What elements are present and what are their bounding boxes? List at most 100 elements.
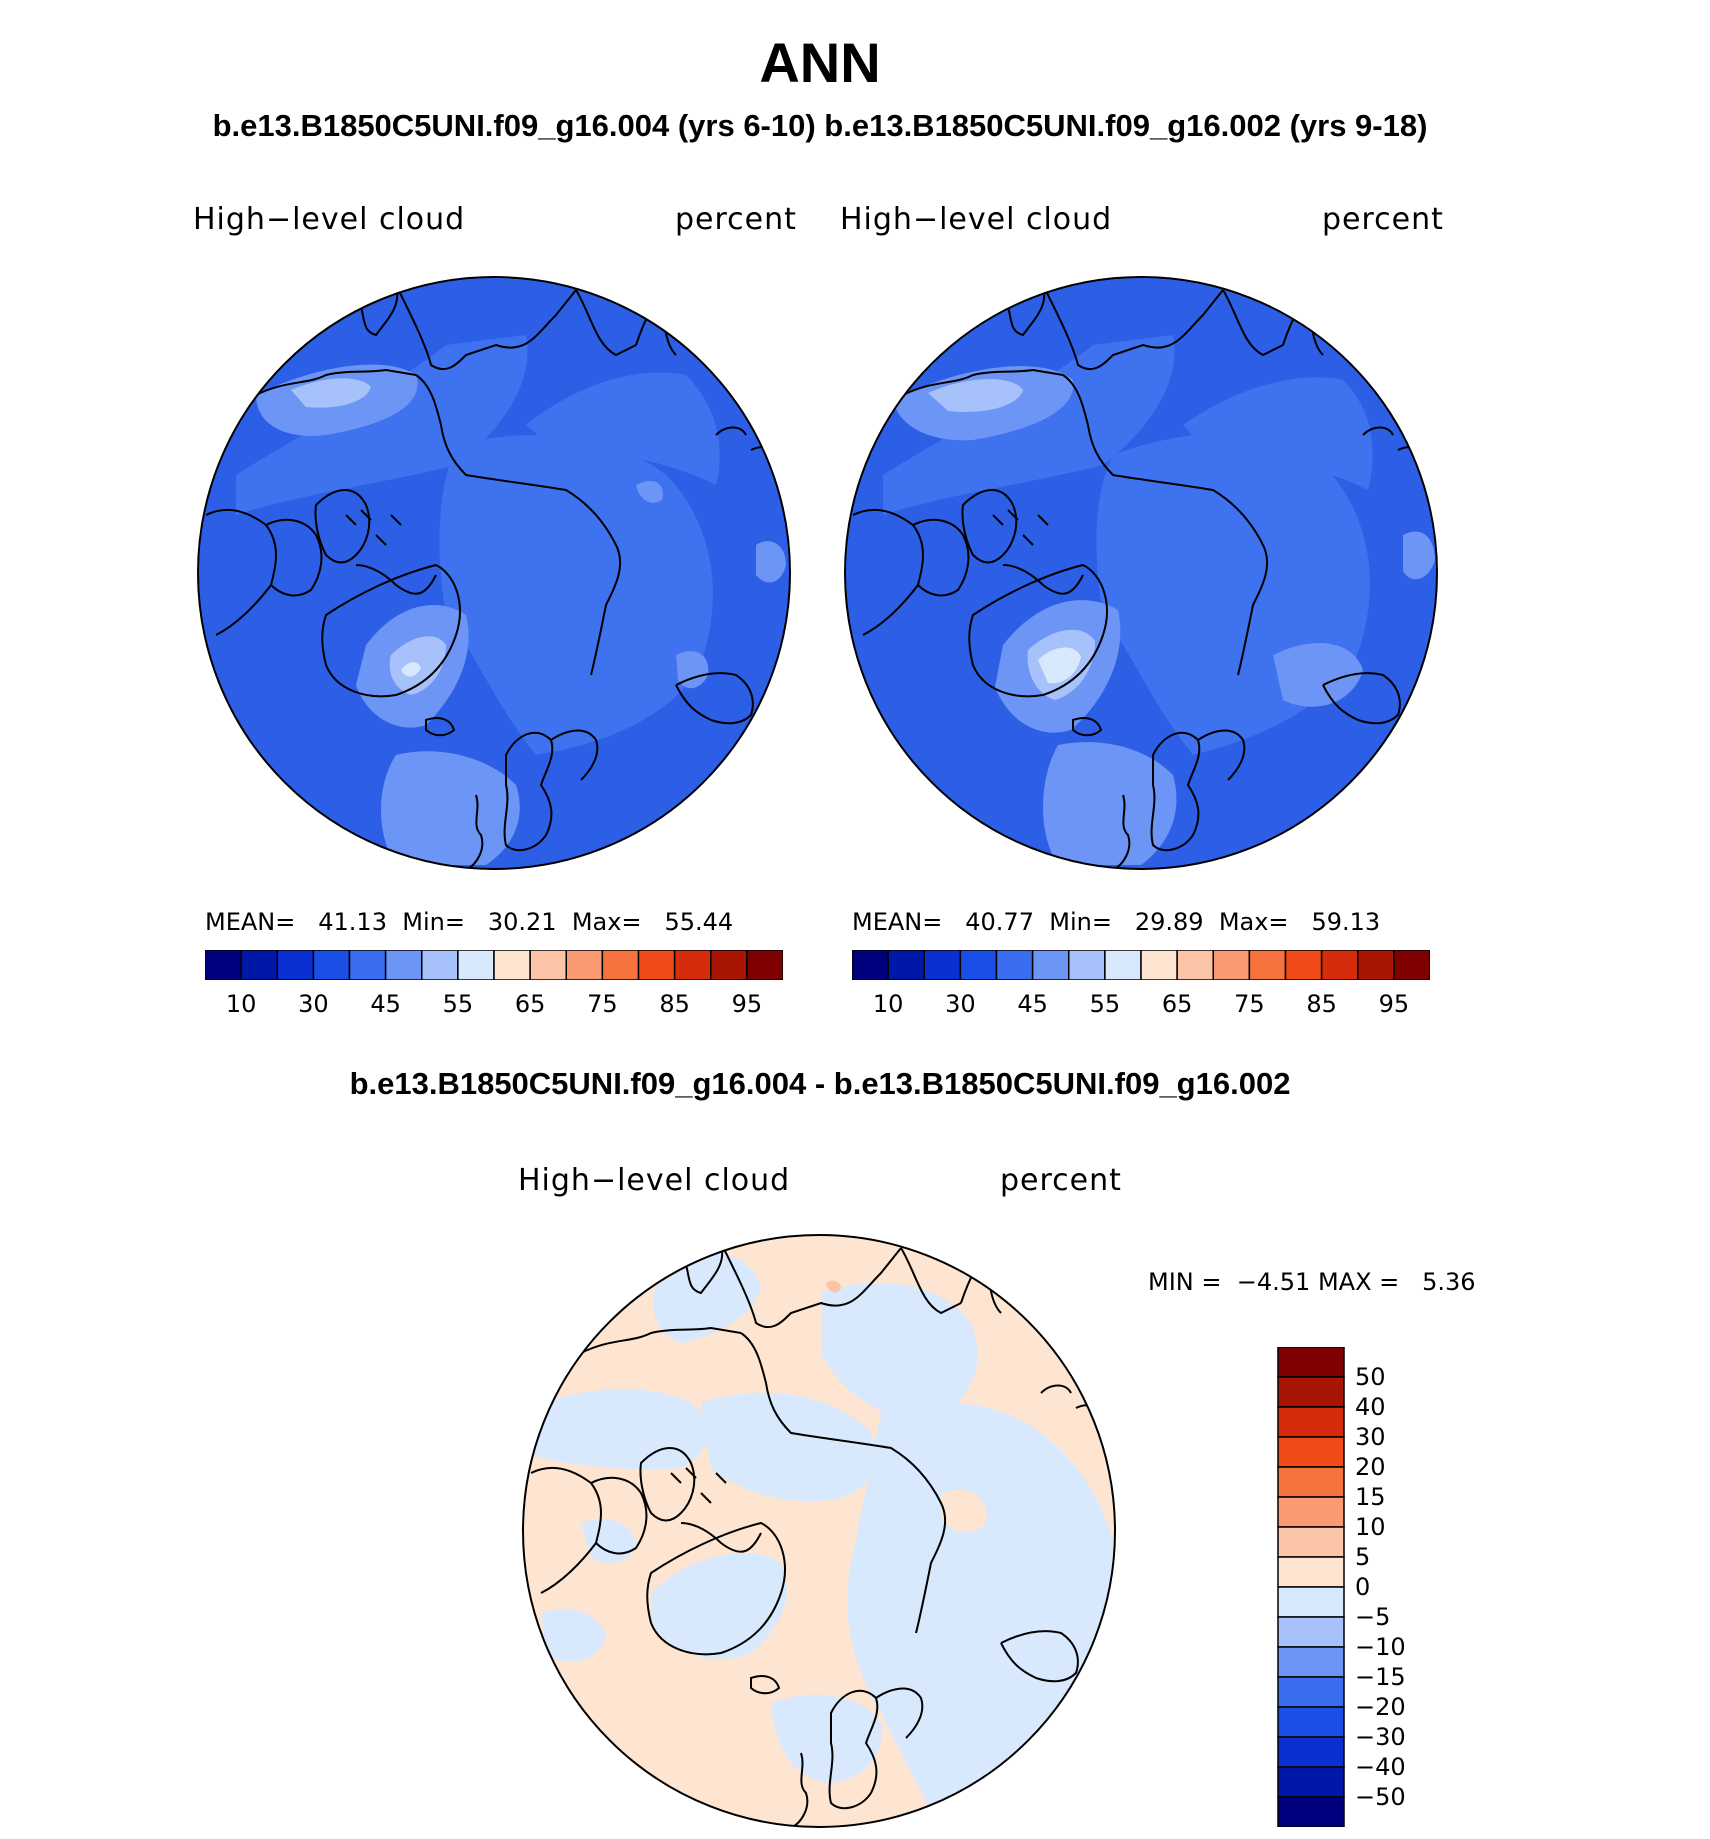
panel-2-colorbar-tick-label: 65: [1161, 990, 1193, 1018]
panel-2-colorbar-tick-label: 55: [1089, 990, 1121, 1018]
difference-colorbar-tick-label: −30: [1355, 1723, 1406, 1751]
panel-2-colorbar-swatch: [995, 950, 1034, 980]
panel-2-colorbar-swatch: [887, 950, 925, 980]
panel-2-colorbar-swatch: [1248, 950, 1287, 980]
panel-1-colorbar-swatch: [746, 950, 783, 980]
panel-1-polar-map: [197, 276, 791, 870]
panel-2-units: percent: [1322, 202, 1444, 237]
difference-colorbar-swatch: [1277, 1616, 1345, 1648]
panel-2-colorbar-swatch: [1393, 950, 1430, 980]
panel-1-stats: MEAN= 41.13 Min= 30.21 Max= 55.44: [205, 908, 733, 936]
panel-2-colorbar: [852, 950, 1430, 980]
panel-2-colorbar-swatch: [1284, 950, 1323, 980]
panel-1-colorbar-swatch: [710, 950, 748, 980]
panel-1-colorbar-swatch: [601, 950, 640, 980]
difference-colorbar-tick-label: −40: [1355, 1753, 1406, 1781]
difference-colorbar-tick-label: 40: [1355, 1393, 1386, 1421]
difference-colorbar-tick-label: 20: [1355, 1453, 1386, 1481]
panel-2-colorbar-tick-label: 75: [1234, 990, 1265, 1018]
panel-2-colorbar-swatch: [1031, 950, 1070, 980]
difference-colorbar-swatch: [1277, 1347, 1345, 1378]
panel-2-mean-label: MEAN=: [852, 908, 943, 936]
difference-colorbar-swatch: [1277, 1376, 1345, 1408]
difference-colorbar-tick-label: 30: [1355, 1423, 1386, 1451]
panel-1-units: percent: [675, 202, 797, 237]
panel-1-variable: High−level cloud: [193, 202, 466, 237]
panel-1-colorbar-swatch: [205, 950, 242, 980]
difference-colorbar-tick-label: 15: [1355, 1483, 1386, 1511]
panel-2-variable: High−level cloud: [840, 202, 1113, 237]
difference-colorbar-tick-label: −20: [1355, 1693, 1406, 1721]
difference-colorbar-ticks: 50 40 30 20 15 10 5 0 −5 −10 −15 −20 −30 −40 −50: [1355, 1347, 1475, 1827]
panel-1-colorbar-swatch: [457, 950, 495, 980]
panel-2-polar-map: [844, 276, 1438, 870]
panel-2-colorbar-ticks: 10 30 45 55 65 75 85 95: [852, 990, 1430, 1020]
panel-2-stats: MEAN= 40.77 Min= 29.89 Max= 59.13: [852, 908, 1380, 936]
panel-2-colorbar-swatch: [1357, 950, 1395, 980]
difference-colorbar-swatch: [1277, 1466, 1345, 1498]
panel-2-colorbar-swatch: [1212, 950, 1251, 980]
panel-1-colorbar-swatch: [276, 950, 315, 980]
difference-title: b.e13.B1850C5UNI.f09_g16.004 - b.e13.B18…: [349, 1066, 1291, 1101]
panel-1-colorbar-tick-label: 30: [298, 990, 329, 1018]
panel-1-min-label: Min=: [402, 908, 465, 936]
panel-1-colorbar-tick-label: 75: [587, 990, 618, 1018]
difference-colorbar-tick-label: −5: [1355, 1603, 1391, 1631]
panel-1-colorbar-swatch: [240, 950, 278, 980]
difference-units: percent: [1000, 1163, 1122, 1198]
panel-2-colorbar-swatch: [1140, 950, 1178, 980]
difference-colorbar-tick-label: 0: [1355, 1573, 1371, 1601]
panel-1-colorbar-swatch: [421, 950, 459, 980]
panel-1-colorbar-swatch: [673, 950, 712, 980]
difference-colorbar-swatch: [1277, 1436, 1345, 1468]
difference-min: −4.51: [1236, 1268, 1311, 1296]
case-subtitle: b.e13.B1850C5UNI.f09_g16.004 (yrs 6-10) …: [212, 108, 1428, 143]
panel-1-colorbar-ticks: 10 30 45 55 65 75 85 95: [205, 990, 783, 1020]
panel-2-colorbar-tick-label: 85: [1306, 990, 1337, 1018]
difference-colorbar-swatch: [1277, 1676, 1345, 1708]
panel-2-colorbar-swatch: [852, 950, 889, 980]
panel-2-colorbar-tick-label: 30: [945, 990, 976, 1018]
panel-1-mean: 41.13: [318, 908, 387, 936]
panel-2-max: 59.13: [1311, 908, 1381, 936]
difference-colorbar-tick-label: −15: [1355, 1663, 1406, 1691]
difference-max: 5.36: [1422, 1268, 1476, 1296]
difference-min-label: MIN =: [1148, 1268, 1222, 1296]
panel-1-colorbar-tick-label: 85: [659, 990, 690, 1018]
difference-min-max: MIN = −4.51 MAX = 5.36: [1148, 1268, 1476, 1296]
difference-colorbar-swatch: [1277, 1496, 1345, 1528]
panel-1-max: 55.44: [664, 908, 734, 936]
difference-colorbar-tick-label: 50: [1355, 1363, 1386, 1391]
panel-2-max-label: Max=: [1218, 908, 1289, 936]
difference-colorbar-swatch: [1277, 1586, 1345, 1618]
panel-1-colorbar-tick-label: 10: [225, 990, 257, 1018]
difference-colorbar-tick-label: −10: [1355, 1633, 1406, 1661]
panel-2-min: 29.89: [1134, 908, 1204, 936]
panel-2-colorbar-tick-label: 10: [872, 990, 904, 1018]
panel-1-colorbar-swatch: [348, 950, 387, 980]
panel-2-mean: 40.77: [965, 908, 1034, 936]
panel-2-colorbar-tick-label: 95: [1378, 990, 1410, 1018]
panel-1-colorbar-tick-label: 45: [370, 990, 401, 1018]
panel-2-colorbar-swatch: [1320, 950, 1359, 980]
difference-colorbar-tick-label: 10: [1355, 1513, 1386, 1541]
difference-polar-map: [522, 1234, 1116, 1828]
panel-1-colorbar-tick-label: 95: [731, 990, 763, 1018]
panel-2-colorbar-swatch: [1068, 950, 1106, 980]
panel-1-colorbar-swatch: [493, 950, 531, 980]
panel-2-colorbar-swatch: [923, 950, 962, 980]
panel-1-colorbar-swatch: [529, 950, 567, 980]
difference-colorbar-swatch: [1277, 1526, 1345, 1558]
page-title: ANN: [759, 31, 881, 94]
panel-1-min: 30.21: [487, 908, 557, 936]
difference-colorbar-swatch: [1277, 1646, 1345, 1678]
panel-1-colorbar-swatch: [637, 950, 676, 980]
panel-1-colorbar-swatch: [565, 950, 604, 980]
difference-colorbar-tick-label: 5: [1355, 1543, 1371, 1571]
panel-1-mean-label: MEAN=: [205, 908, 296, 936]
difference-colorbar-swatch: [1277, 1556, 1345, 1588]
panel-1-colorbar: [205, 950, 783, 980]
panel-2-colorbar-tick-label: 45: [1017, 990, 1048, 1018]
panel-2-colorbar-swatch: [1176, 950, 1214, 980]
difference-colorbar-swatch: [1277, 1406, 1345, 1438]
